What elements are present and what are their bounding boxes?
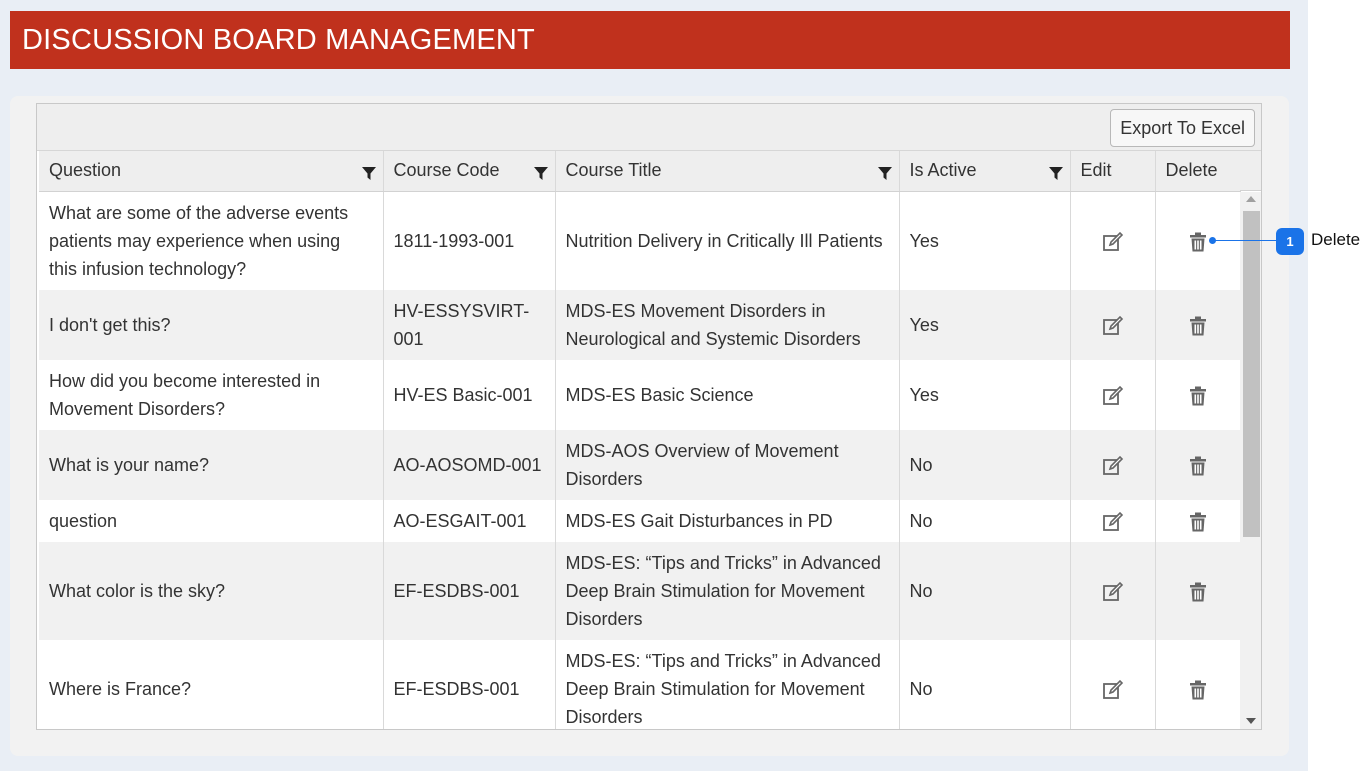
course-code-cell: EF-ESDBS-001: [383, 639, 556, 729]
column-header-course-code[interactable]: Course Code: [383, 151, 556, 192]
course-title-cell: MDS-ES Movement Disorders in Neurologica…: [555, 289, 900, 360]
course-title-cell: MDS-ES: “Tips and Tricks” in Advanced De…: [555, 541, 900, 640]
course-code-cell: AO-AOSOMD-001: [383, 429, 556, 500]
table-row[interactable]: I don't get this? HV-ESSYSVIRT-001 MDS-ES …: [39, 289, 1241, 360]
vertical-scrollbar[interactable]: [1240, 192, 1261, 729]
table-row[interactable]: How did you become interested in Movemen…: [39, 359, 1241, 430]
trash-icon[interactable]: [1187, 315, 1209, 337]
edit-icon[interactable]: [1102, 679, 1124, 701]
course-code-cell: HV-ES Basic-001: [383, 359, 556, 430]
edit-cell: [1070, 289, 1156, 360]
edit-cell: [1070, 429, 1156, 500]
scrollbar-header-spacer: [1240, 151, 1261, 191]
course-title-cell: MDS-ES: “Tips and Tricks” in Advanced De…: [555, 639, 900, 729]
table-row[interactable]: Where is France? EF-ESDBS-001 MDS-ES: “Tip…: [39, 639, 1241, 729]
question-cell: Where is France?: [39, 639, 384, 729]
callout-line: [1212, 240, 1280, 241]
trash-icon[interactable]: [1187, 679, 1209, 701]
column-header-edit: Edit: [1070, 151, 1156, 192]
scroll-down-arrow-icon[interactable]: [1246, 718, 1256, 724]
course-title-cell: Nutrition Delivery in Critically Ill Pat…: [555, 191, 900, 290]
callout-dot: [1209, 237, 1216, 244]
table-header-row: Question Course Code Course Title Is Act…: [39, 151, 1241, 192]
delete-cell: [1155, 429, 1241, 500]
is-active-cell: No: [899, 639, 1071, 729]
course-title-cell: MDS-AOS Overview of Movement Disorders: [555, 429, 900, 500]
trash-icon[interactable]: [1187, 385, 1209, 407]
question-cell: What is your name?: [39, 429, 384, 500]
column-header-is-active[interactable]: Is Active: [899, 151, 1071, 192]
page-title: DISCUSSION BOARD MANAGEMENT: [10, 11, 1290, 69]
filter-icon[interactable]: [361, 165, 377, 181]
filter-icon[interactable]: [533, 165, 549, 181]
scrollbar-thumb[interactable]: [1243, 211, 1260, 537]
table-row[interactable]: What color is the sky? EF-ESDBS-001 MDS-ES…: [39, 541, 1241, 640]
edit-icon[interactable]: [1102, 455, 1124, 477]
course-title-cell: MDS-ES Gait Disturbances in PD: [555, 499, 900, 542]
column-header-course-title[interactable]: Course Title: [555, 151, 900, 192]
edit-icon[interactable]: [1102, 511, 1124, 533]
edit-cell: [1070, 191, 1156, 290]
question-cell: I don't get this?: [39, 289, 384, 360]
is-active-cell: Yes: [899, 359, 1071, 430]
course-code-cell: 1811-1993-001: [383, 191, 556, 290]
column-header-question[interactable]: Question: [39, 151, 384, 192]
question-cell: question: [39, 499, 384, 542]
scroll-up-arrow-icon[interactable]: [1246, 196, 1256, 202]
edit-cell: [1070, 499, 1156, 542]
column-header-delete: Delete: [1155, 151, 1241, 192]
delete-cell: [1155, 289, 1241, 360]
edit-icon[interactable]: [1102, 315, 1124, 337]
is-active-cell: No: [899, 541, 1071, 640]
filter-icon[interactable]: [1048, 165, 1064, 181]
is-active-cell: No: [899, 429, 1071, 500]
edit-icon[interactable]: [1102, 231, 1124, 253]
question-cell: What are some of the adverse events pati…: [39, 191, 384, 290]
delete-cell: [1155, 639, 1241, 729]
filter-icon[interactable]: [877, 165, 893, 181]
question-cell: How did you become interested in Movemen…: [39, 359, 384, 430]
edit-cell: [1070, 359, 1156, 430]
is-active-cell: Yes: [899, 191, 1071, 290]
trash-icon[interactable]: [1187, 511, 1209, 533]
discussion-grid: Export To Excel Question Course Code Cou…: [36, 103, 1262, 730]
edit-cell: [1070, 541, 1156, 640]
table-row[interactable]: What are some of the adverse events pati…: [39, 191, 1241, 290]
course-title-cell: MDS-ES Basic Science: [555, 359, 900, 430]
table-row[interactable]: question AO-ESGAIT-001 MDS-ES Gait Disturb…: [39, 499, 1241, 542]
delete-cell: [1155, 541, 1241, 640]
delete-cell: [1155, 359, 1241, 430]
is-active-cell: No: [899, 499, 1071, 542]
edit-icon[interactable]: [1102, 581, 1124, 603]
table-row[interactable]: What is your name? AO-AOSOMD-001 MDS-AOS O…: [39, 429, 1241, 500]
trash-icon[interactable]: [1187, 581, 1209, 603]
is-active-cell: Yes: [899, 289, 1071, 360]
trash-icon[interactable]: [1187, 231, 1209, 253]
callout-label: Delete: [1311, 230, 1361, 249]
course-code-cell: HV-ESSYSVIRT-001: [383, 289, 556, 360]
edit-icon[interactable]: [1102, 385, 1124, 407]
delete-cell: [1155, 499, 1241, 542]
discussion-table: Question Course Code Course Title Is Act…: [39, 151, 1241, 729]
trash-icon[interactable]: [1187, 455, 1209, 477]
grid-toolbar: Export To Excel: [37, 104, 1261, 151]
course-code-cell: AO-ESGAIT-001: [383, 499, 556, 542]
edit-cell: [1070, 639, 1156, 729]
course-code-cell: EF-ESDBS-001: [383, 541, 556, 640]
callout-badge: 1: [1276, 228, 1304, 255]
export-to-excel-button[interactable]: Export To Excel: [1110, 109, 1255, 147]
question-cell: What color is the sky?: [39, 541, 384, 640]
